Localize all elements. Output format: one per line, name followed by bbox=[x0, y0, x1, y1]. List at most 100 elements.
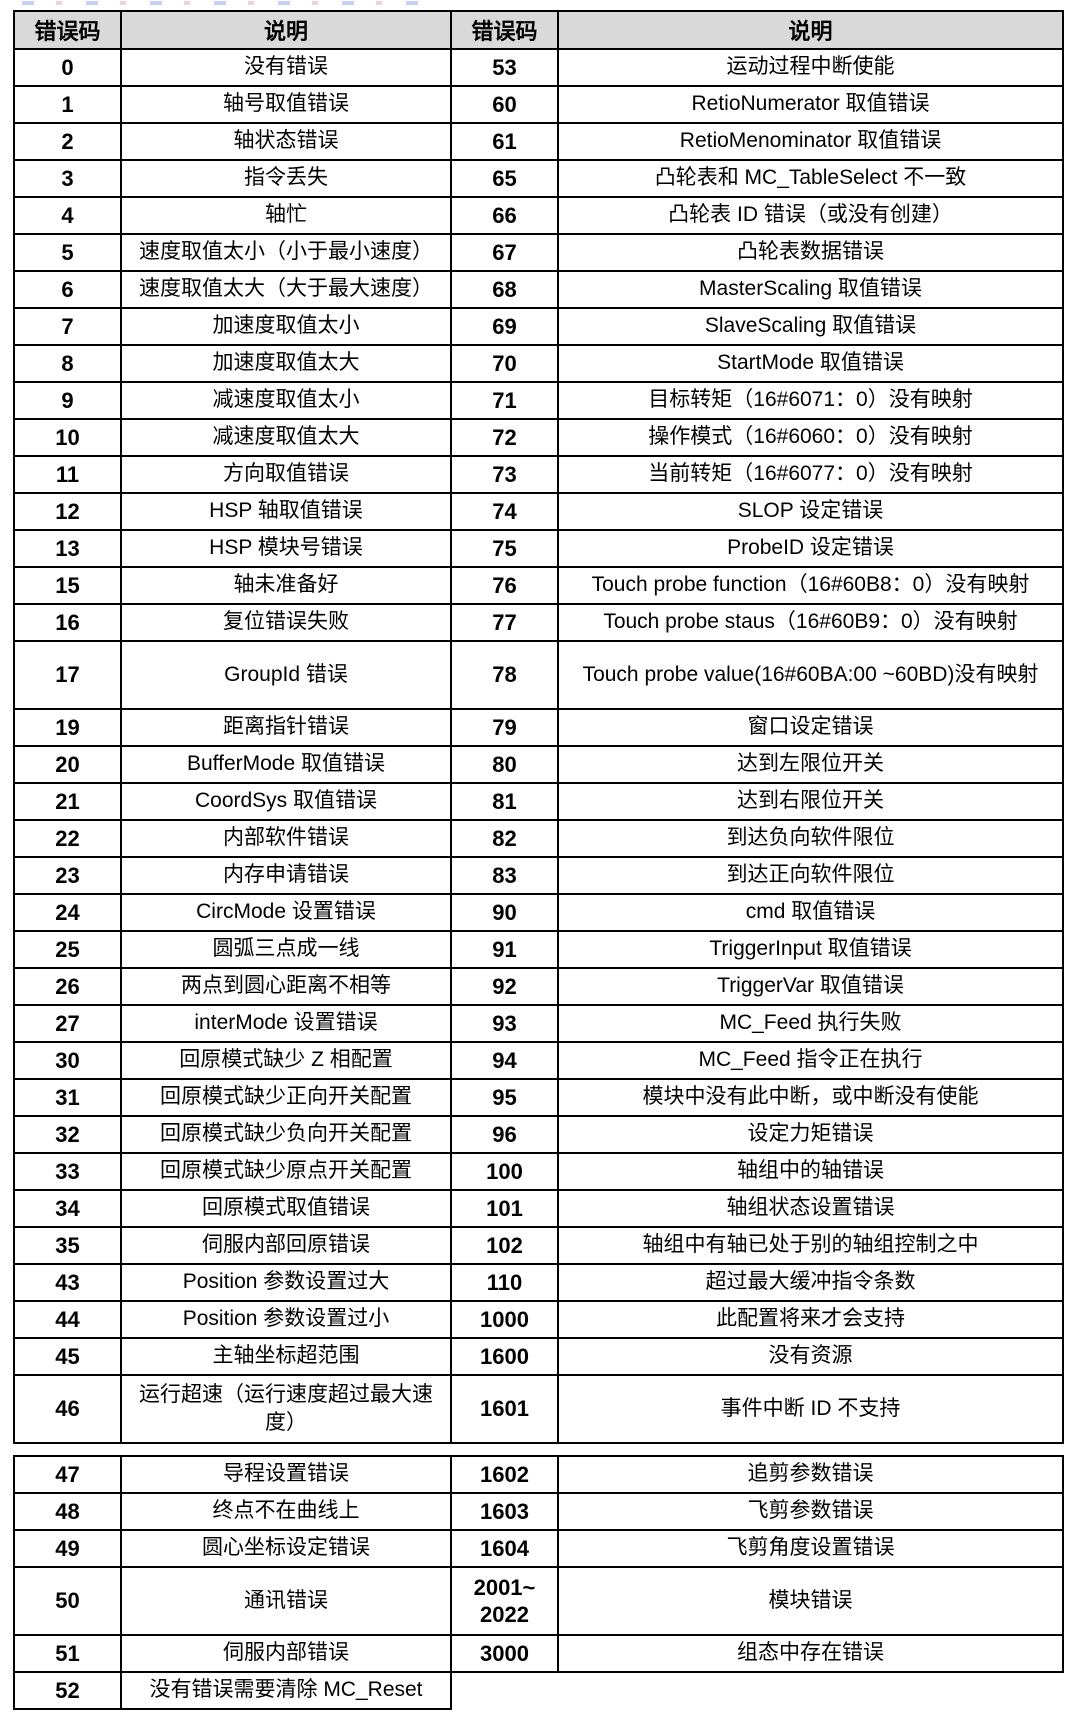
description-cell: 两点到圆心距离不相等 bbox=[120, 967, 452, 1006]
error-code-cell: 50 bbox=[13, 1566, 122, 1636]
table-row: 3 指令丢失 65 凸轮表和 MC_TableSelect 不一致 bbox=[13, 159, 1064, 198]
header-description-left: 说明 bbox=[120, 10, 452, 50]
error-code-cell: 94 bbox=[450, 1041, 559, 1080]
description-cell: 飞剪角度设置错误 bbox=[557, 1529, 1064, 1568]
description-cell: cmd 取值错误 bbox=[557, 893, 1064, 932]
description-cell: 方向取值错误 bbox=[120, 455, 452, 494]
description-cell: 圆弧三点成一线 bbox=[120, 930, 452, 969]
description-cell: 凸轮表数据错误 bbox=[557, 233, 1064, 272]
error-code-cell: 33 bbox=[13, 1152, 122, 1191]
description-cell: 复位错误失败 bbox=[120, 603, 452, 642]
error-code-cell: 79 bbox=[450, 708, 559, 747]
description-cell: 运动过程中断使能 bbox=[557, 48, 1064, 87]
table-row: 4 轴忙 66 凸轮表 ID 错误（或没有创建） bbox=[13, 196, 1064, 235]
cropped-text-artifact bbox=[22, 1, 432, 5]
description-cell: RetioMenominator 取值错误 bbox=[557, 122, 1064, 161]
error-code-cell: 2 bbox=[13, 122, 122, 161]
description-cell: 回原模式缺少正向开关配置 bbox=[120, 1078, 452, 1117]
error-code-cell: 31 bbox=[13, 1078, 122, 1117]
description-cell: 轴忙 bbox=[120, 196, 452, 235]
description-cell: 没有资源 bbox=[557, 1337, 1064, 1376]
error-code-cell: 1000 bbox=[450, 1300, 559, 1339]
description-cell: 回原模式缺少原点开关配置 bbox=[120, 1152, 452, 1191]
table-row: 8 加速度取值太大 70 StartMode 取值错误 bbox=[13, 344, 1064, 383]
description-cell: 达到右限位开关 bbox=[557, 782, 1064, 821]
error-code-cell: 1603 bbox=[450, 1492, 559, 1531]
error-code-cell: 12 bbox=[13, 492, 122, 531]
table-row: 52 没有错误需要清除 MC_Reset bbox=[13, 1671, 1063, 1710]
table-row: 7 加速度取值太小 69 SlaveScaling 取值错误 bbox=[13, 307, 1064, 346]
table-row: 47 导程设置错误 1602 追剪参数错误 bbox=[13, 1455, 1064, 1494]
error-code-cell: 90 bbox=[450, 893, 559, 932]
error-code-cell: 66 bbox=[450, 196, 559, 235]
error-code-cell: 61 bbox=[450, 122, 559, 161]
table-row: 11 方向取值错误 73 当前转矩（16#6077：0）没有映射 bbox=[13, 455, 1064, 494]
error-code-cell: 7 bbox=[13, 307, 122, 346]
error-code-cell: 48 bbox=[13, 1492, 122, 1531]
error-code-cell: 1601 bbox=[450, 1374, 559, 1444]
error-code-cell: 27 bbox=[13, 1004, 122, 1043]
table-row: 33 回原模式缺少原点开关配置 100 轴组中的轴错误 bbox=[13, 1152, 1064, 1191]
table-row: 35 伺服内部回原错误 102 轴组中有轴已处于别的轴组控制之中 bbox=[13, 1226, 1064, 1265]
error-code-cell: 1600 bbox=[450, 1337, 559, 1376]
description-cell: Touch probe staus（16#60B9：0）没有映射 bbox=[557, 603, 1064, 642]
error-code-cell: 83 bbox=[450, 856, 559, 895]
error-code-cell: 26 bbox=[13, 967, 122, 1006]
error-code-cell: 75 bbox=[450, 529, 559, 568]
description-cell: 轴组状态设置错误 bbox=[557, 1189, 1064, 1228]
table-row: 48 终点不在曲线上 1603 飞剪参数错误 bbox=[13, 1492, 1064, 1531]
error-code-cell: 65 bbox=[450, 159, 559, 198]
table-row: 23 内存申请错误 83 到达正向软件限位 bbox=[13, 856, 1064, 895]
table-row: 25 圆弧三点成一线 91 TriggerInput 取值错误 bbox=[13, 930, 1064, 969]
error-code-cell: 45 bbox=[13, 1337, 122, 1376]
description-cell: TriggerInput 取值错误 bbox=[557, 930, 1064, 969]
description-cell: GroupId 错误 bbox=[120, 640, 452, 710]
error-code-cell: 82 bbox=[450, 819, 559, 858]
error-code-cell: 1602 bbox=[450, 1455, 559, 1494]
table-row: 21 CoordSys 取值错误 81 达到右限位开关 bbox=[13, 782, 1064, 821]
description-cell: SlaveScaling 取值错误 bbox=[557, 307, 1064, 346]
table-body-upper: 0 没有错误 53 运动过程中断使能 1 轴号取值错误 60 RetioNumerator 取… bbox=[13, 48, 1064, 1444]
error-code-cell: 20 bbox=[13, 745, 122, 784]
error-code-cell: 13 bbox=[13, 529, 122, 568]
error-code-cell: 102 bbox=[450, 1226, 559, 1265]
table-row: 17 GroupId 错误 78 Touch probe value(16#60BA:… bbox=[13, 640, 1064, 710]
error-code-cell: 25 bbox=[13, 930, 122, 969]
error-code-cell: 16 bbox=[13, 603, 122, 642]
error-code-cell: 4 bbox=[13, 196, 122, 235]
table-row: 24 CircMode 设置错误 90 cmd 取值错误 bbox=[13, 893, 1064, 932]
table-row: 46 运行超速（运行速度超过最大速度） 1601 事件中断 ID 不支持 bbox=[13, 1374, 1064, 1444]
description-cell: 到达正向软件限位 bbox=[557, 856, 1064, 895]
description-cell: 凸轮表 ID 错误（或没有创建） bbox=[557, 196, 1064, 235]
error-code-cell: 9 bbox=[13, 381, 122, 420]
table-row: 27 interMode 设置错误 93 MC_Feed 执行失败 bbox=[13, 1004, 1064, 1043]
description-cell: MasterScaling 取值错误 bbox=[557, 270, 1064, 309]
table-row: 26 两点到圆心距离不相等 92 TriggerVar 取值错误 bbox=[13, 967, 1064, 1006]
error-code-cell: 5 bbox=[13, 233, 122, 272]
table-row: 22 内部软件错误 82 到达负向软件限位 bbox=[13, 819, 1064, 858]
description-cell: HSP 轴取值错误 bbox=[120, 492, 452, 531]
header-error-code-right: 错误码 bbox=[450, 10, 559, 50]
error-code-cell: 24 bbox=[13, 893, 122, 932]
error-code-cell: 52 bbox=[13, 1671, 122, 1710]
header-description-right: 说明 bbox=[557, 10, 1064, 50]
description-cell: 运行超速（运行速度超过最大速度） bbox=[120, 1374, 452, 1444]
error-code-cell: 17 bbox=[13, 640, 122, 710]
table-row: 43 Position 参数设置过大 110 超过最大缓冲指令条数 bbox=[13, 1263, 1064, 1302]
description-cell: 加速度取值太大 bbox=[120, 344, 452, 383]
description-cell: 减速度取值太大 bbox=[120, 418, 452, 457]
error-code-cell: 47 bbox=[13, 1455, 122, 1494]
error-code-table-lower: 47 导程设置错误 1602 追剪参数错误 48 终点不在曲线上 1603 飞剪参数错误 49 圆… bbox=[13, 1455, 1064, 1710]
description-cell: Position 参数设置过小 bbox=[120, 1300, 452, 1339]
header-error-code-left: 错误码 bbox=[13, 10, 122, 50]
error-code-cell: 0 bbox=[13, 48, 122, 87]
table-row: 45 主轴坐标超范围 1600 没有资源 bbox=[13, 1337, 1064, 1376]
table-row: 15 轴未准备好 76 Touch probe function（16#60B8：0）… bbox=[13, 566, 1064, 605]
table-row: 44 Position 参数设置过小 1000 此配置将来才会支持 bbox=[13, 1300, 1064, 1339]
description-cell: 回原模式缺少负向开关配置 bbox=[120, 1115, 452, 1154]
table-row: 0 没有错误 53 运动过程中断使能 bbox=[13, 48, 1064, 87]
error-code-cell: 68 bbox=[450, 270, 559, 309]
description-cell: SLOP 设定错误 bbox=[557, 492, 1064, 531]
error-code-cell: 46 bbox=[13, 1374, 122, 1444]
table-row: 12 HSP 轴取值错误 74 SLOP 设定错误 bbox=[13, 492, 1064, 531]
